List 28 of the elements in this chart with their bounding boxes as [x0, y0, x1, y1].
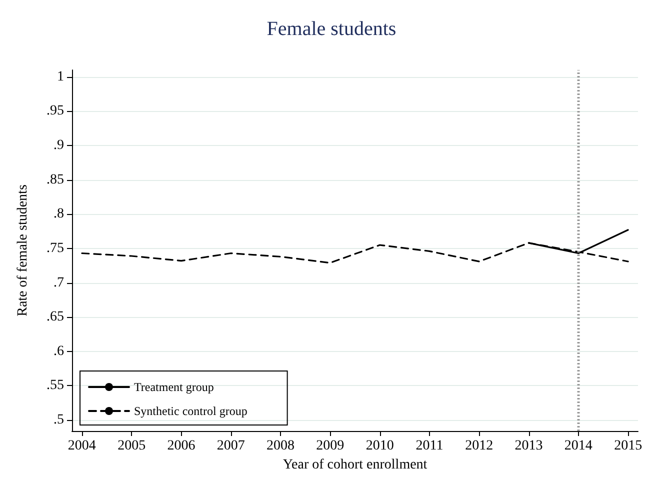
x-tick-label: 2008	[266, 438, 295, 454]
x-tick-label: 2011	[416, 438, 444, 454]
y-tick-label: .95	[46, 104, 64, 119]
x-axis-title: Year of cohort enrollment	[282, 457, 428, 472]
chart-title: Female students	[266, 18, 396, 40]
x-tick-label: 2005	[118, 438, 146, 454]
x-tick-label: 2013	[514, 438, 543, 454]
y-axis-title: Rate of female students	[16, 184, 30, 316]
x-tick-label: 2007	[216, 438, 245, 454]
y-tick-label: 1	[57, 69, 64, 84]
y-tick-label: .9	[54, 138, 64, 153]
x-tick-label: 2010	[366, 438, 394, 454]
x-tick-label: 2004	[68, 438, 96, 454]
x-tick-label: 2006	[167, 438, 196, 454]
y-tick-label: .5	[54, 412, 64, 428]
y-tick-label: .6	[54, 344, 64, 359]
y-tick-label: .75	[46, 240, 64, 256]
x-tick-label: 2015	[614, 438, 642, 454]
y-tick-label: .65	[46, 310, 64, 325]
y-tick-label: .85	[46, 172, 64, 188]
y-tick-label: .8	[54, 206, 64, 222]
x-tick-label: 2009	[316, 438, 344, 454]
y-tick-label: .7	[54, 275, 64, 290]
y-tick-label: .55	[46, 378, 64, 394]
legend-label: Synthetic control group	[134, 404, 248, 418]
x-tick-label: 2014	[564, 438, 592, 454]
legend-label: Treatment group	[134, 380, 214, 394]
x-tick-label: 2012	[465, 438, 494, 454]
